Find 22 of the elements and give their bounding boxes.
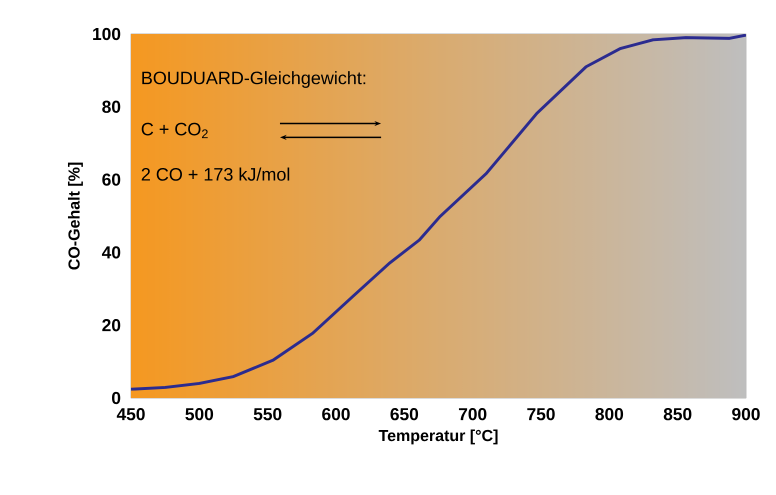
annotation: 2 CO + 173 kJ/mol <box>142 168 290 181</box>
x-tick-label: 750 <box>527 408 555 420</box>
y-tick-label: 40 <box>102 246 120 259</box>
x-tick-label: 700 <box>458 408 486 420</box>
x-tick-label: 550 <box>254 408 282 420</box>
x-tick-label: 450 <box>116 408 145 420</box>
x-tick-label: 650 <box>390 408 418 420</box>
y-tick-label: 60 <box>102 173 120 186</box>
x-tick-label: 800 <box>595 408 624 420</box>
x-tick-label: 500 <box>185 408 214 420</box>
y-tick-label: 0 <box>112 392 120 404</box>
x-tick-label: 900 <box>732 408 760 420</box>
annotation: BOUDUARD-Gleichgewicht: <box>142 71 366 88</box>
x-tick-label: 850 <box>664 408 692 420</box>
y-tick-label: 20 <box>102 319 120 332</box>
y-tick-label: 100 <box>93 28 120 40</box>
annotation: C + CO$_{2}$ <box>142 122 208 138</box>
x-axis-title: Temperatur [°C] <box>378 429 498 444</box>
x-tick-label: 600 <box>322 408 350 420</box>
y-tick-label: 80 <box>102 100 120 113</box>
y-axis-title: CO-Gehalt [%] <box>68 162 83 270</box>
line-series <box>131 34 746 391</box>
